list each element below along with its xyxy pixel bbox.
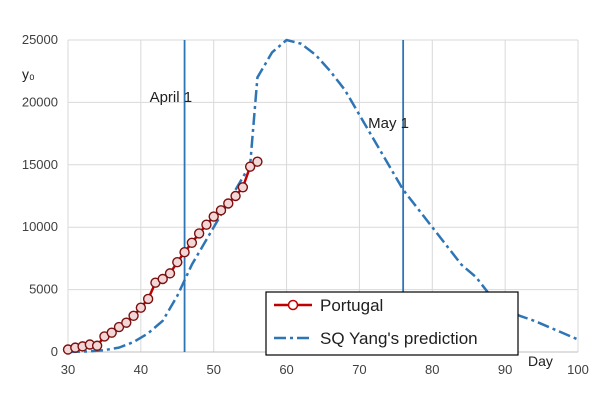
data-point — [135, 302, 147, 313]
legend-box — [265, 291, 519, 356]
data-point — [230, 190, 241, 202]
annotations: April 1 May 1 — [150, 89, 409, 132]
y-tick-label: 25000 — [22, 32, 58, 47]
data-point — [121, 317, 132, 328]
legend-label-prediction: SQ Yang's prediction — [320, 329, 478, 348]
data-point — [164, 268, 176, 279]
y-tick-label: 0 — [51, 344, 58, 359]
legend: Portugal SQ Yang's prediction — [265, 291, 519, 356]
data-point — [193, 228, 205, 239]
data-point — [157, 273, 168, 285]
data-point — [223, 198, 234, 209]
series-line — [67, 38, 579, 354]
data-point — [106, 327, 117, 338]
data-point — [172, 256, 183, 268]
y-axis-label: y₀ — [22, 66, 35, 82]
data-point — [215, 205, 227, 216]
data-point — [142, 293, 154, 305]
data-point — [128, 310, 139, 322]
tick-labels: 0 5000 10000 15000 20000 25000 30 40 50 60 70 80 90 1… — [22, 32, 589, 377]
x-axis-label: Day — [528, 353, 553, 369]
y-tick-label: 20000 — [22, 94, 58, 109]
data-point — [237, 182, 249, 193]
data-point — [179, 246, 190, 258]
x-tick-label: 30 — [61, 362, 75, 377]
y-tick-label: 5000 — [29, 282, 58, 297]
series-layer — [62, 38, 579, 355]
x-tick-label: 50 — [206, 362, 220, 377]
x-tick-label: 80 — [425, 362, 439, 377]
data-point — [91, 340, 103, 351]
y-tick-label: 15000 — [22, 157, 58, 172]
legend-label-portugal: Portugal — [320, 296, 383, 315]
legend-marker-portugal — [287, 299, 299, 311]
data-point — [252, 156, 263, 167]
x-tick-label: 90 — [498, 362, 512, 377]
data-point — [208, 211, 219, 222]
data-point — [186, 237, 198, 249]
data-point — [244, 161, 256, 172]
x-tick-label: 70 — [352, 362, 366, 377]
data-point — [201, 219, 212, 230]
x-tick-label: 100 — [567, 362, 589, 377]
vertical-marker-label: May 1 — [368, 115, 409, 132]
vertical-marker-label: April 1 — [150, 89, 193, 106]
x-tick-label: 60 — [279, 362, 293, 377]
y-tick-label: 10000 — [22, 219, 58, 234]
x-tick-label: 40 — [134, 362, 148, 377]
